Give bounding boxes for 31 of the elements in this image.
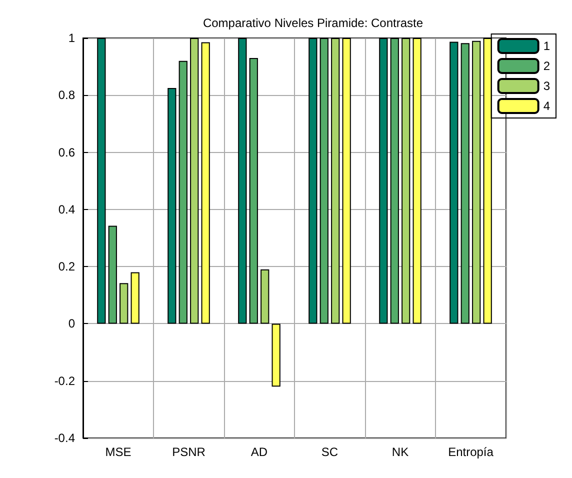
chart-title: Comparativo Niveles Piramide: Contraste	[202, 16, 424, 30]
y-tick-label: 0.2	[58, 260, 76, 274]
bar	[130, 272, 140, 324]
bar	[472, 40, 481, 324]
y-tick-label: 0	[68, 316, 76, 331]
bar	[450, 42, 458, 324]
x-tick-label: Entropía	[448, 445, 494, 459]
x-tick-label: NK	[392, 445, 409, 459]
y-tick-label: 1	[68, 31, 76, 45]
y-tick-label: 0.6	[58, 145, 76, 160]
bar	[260, 269, 270, 324]
y-tick-label: 0.8	[58, 88, 76, 102]
bar	[168, 88, 176, 324]
bar	[201, 42, 210, 324]
bar	[120, 283, 128, 324]
bar	[272, 324, 280, 387]
bar	[460, 43, 470, 324]
legend-label: 2	[543, 59, 550, 73]
y-tick-label: -0.4	[54, 431, 76, 445]
legend-label: 3	[543, 79, 550, 93]
x-tick-label: AD	[250, 445, 268, 459]
x-tick-label: PSNR	[172, 445, 206, 459]
x-tick-label: MSE	[105, 445, 132, 459]
legend-label: 1	[543, 39, 550, 53]
bar	[178, 60, 188, 324]
bar	[108, 226, 117, 324]
bar	[249, 58, 258, 324]
legend-label: 4	[543, 99, 550, 113]
x-tick-label: SC	[321, 445, 338, 459]
y-tick-label: -0.2	[54, 374, 76, 388]
y-tick-label: 0.4	[58, 202, 76, 216]
